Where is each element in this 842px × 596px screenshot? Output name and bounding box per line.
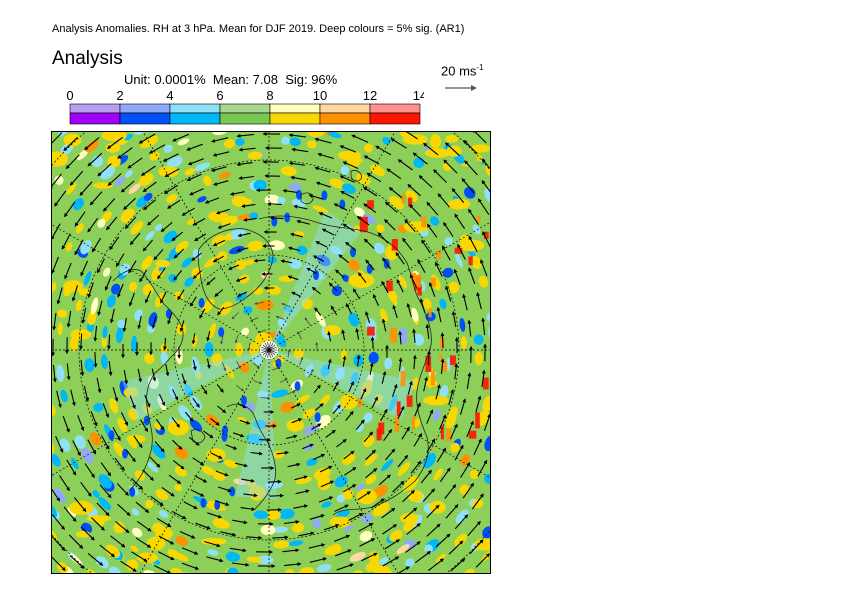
coastline-greenland xyxy=(197,228,274,310)
colorbar-light-swatch xyxy=(119,103,171,114)
unit-label: Unit: 0.0001% xyxy=(124,72,206,87)
colorbar-deep-swatch xyxy=(69,112,121,125)
stats-line: Unit: 0.0001% Mean: 7.08 Sig: 96% xyxy=(124,72,337,87)
colorbar-light-swatch xyxy=(169,103,221,114)
colorbar-tick-label: 4 xyxy=(166,88,173,103)
mean-label: Mean: 7.08 xyxy=(212,72,278,87)
colorbar-deep-swatch xyxy=(319,112,371,125)
colorbar-tick-label: 6 xyxy=(216,88,223,103)
colorbar-deep-swatch xyxy=(119,112,171,125)
colorbar-light-swatch xyxy=(269,103,321,114)
coastline-eurasia xyxy=(258,215,432,516)
colorbar-deep-swatch xyxy=(369,112,421,125)
wind-vectors xyxy=(51,131,491,574)
reference-vector-value: 20 ms xyxy=(441,63,477,79)
colorbar-deep-swatch xyxy=(169,112,221,125)
colorbar-deep-swatch xyxy=(269,112,321,125)
graticule xyxy=(51,131,491,574)
reference-arrow-icon xyxy=(445,85,477,91)
reference-vector-label: 20 ms-1 xyxy=(441,63,484,78)
colorbar: 0 2 4 6 8 10 12 14 xyxy=(66,88,424,125)
pole-marker xyxy=(260,341,278,359)
polar-map xyxy=(51,131,491,574)
colorbar-tick-label: 14 xyxy=(413,88,424,103)
map-frame xyxy=(51,131,491,574)
colorbar-tick-label: 8 xyxy=(266,88,273,103)
colorbar-light-swatch xyxy=(369,103,421,114)
colorbar-light-swatch xyxy=(219,103,271,114)
colorbar-tick-label: 10 xyxy=(313,88,327,103)
chart-title: Analysis Anomalies. RH at 3 hPa. Mean fo… xyxy=(52,23,465,35)
colorbar-deep-swatch xyxy=(219,112,271,125)
reference-vector-exponent: -1 xyxy=(476,63,484,72)
sig-label: Sig: 96% xyxy=(285,72,338,87)
colorbar-light-swatch xyxy=(69,103,121,114)
colorbar-tick-label: 2 xyxy=(116,88,123,103)
colorbar-tick-label: 12 xyxy=(363,88,377,103)
panel-heading: Analysis xyxy=(52,48,123,69)
coastline-north-america xyxy=(112,269,184,492)
colorbar-light-swatch xyxy=(319,103,371,114)
rh-anomaly-field xyxy=(51,131,491,574)
colorbar-tick-label: 0 xyxy=(66,88,73,103)
